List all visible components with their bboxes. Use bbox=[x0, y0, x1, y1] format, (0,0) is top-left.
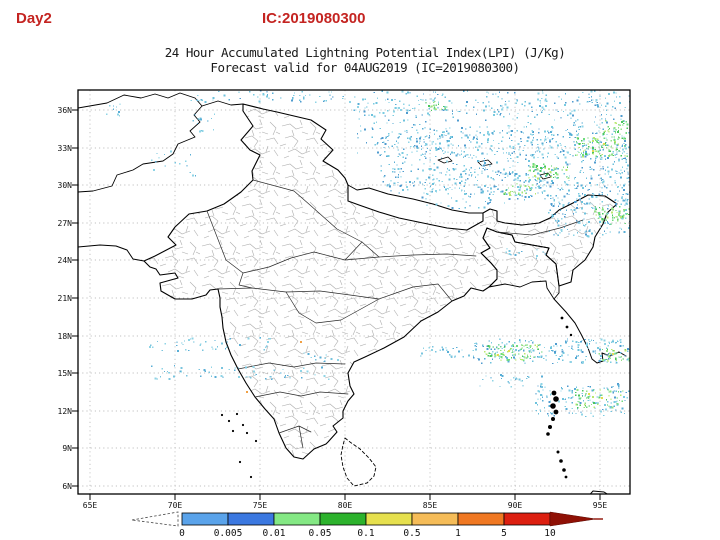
lon-label-70E: 70E bbox=[167, 501, 183, 510]
colorbar-value-0.01: 0.01 bbox=[262, 528, 286, 539]
colorbar-value-0: 0 bbox=[179, 528, 185, 539]
lon-label-75E: 75E bbox=[252, 501, 268, 510]
lon-label-90E: 90E bbox=[507, 501, 523, 510]
map-title-line2: Forecast valid for 04AUG2019 (IC=2019080… bbox=[210, 60, 520, 75]
colorbar-value-0.05: 0.05 bbox=[308, 528, 332, 539]
lat-label-6N: 6N bbox=[62, 482, 72, 491]
lat-label-12N: 12N bbox=[57, 407, 72, 416]
lat-label-21N: 21N bbox=[57, 294, 72, 303]
lon-label-80E: 80E bbox=[337, 501, 353, 510]
map-title: 24 Hour Accumulated Lightning Potential … bbox=[5, 45, 720, 75]
lat-label-33N: 33N bbox=[57, 144, 72, 153]
colorbar-value-0.5: 0.5 bbox=[403, 528, 421, 539]
colorbar bbox=[131, 511, 603, 527]
lat-label-15N: 15N bbox=[57, 369, 72, 378]
colorbar-value-5: 5 bbox=[501, 528, 507, 539]
afghanistan-border bbox=[78, 92, 244, 109]
colorbar-value-10: 10 bbox=[544, 528, 556, 539]
lon-label-85E: 85E bbox=[422, 501, 438, 510]
sumatra-tip bbox=[589, 490, 609, 494]
lat-label-30N: 30N bbox=[57, 181, 72, 190]
day-label: Day2 bbox=[16, 10, 52, 27]
lat-label-36N: 36N bbox=[57, 106, 72, 115]
state-borders bbox=[206, 179, 584, 449]
ic-run-label: IC:2019080300 bbox=[262, 10, 366, 27]
lat-label-27N: 27N bbox=[57, 219, 72, 228]
coastlines-and-borders bbox=[78, 92, 627, 494]
lpi-speckle-field bbox=[106, 90, 630, 418]
colorbar-value-0.1: 0.1 bbox=[357, 528, 375, 539]
colorbar-value-1: 1 bbox=[455, 528, 461, 539]
lat-label-18N: 18N bbox=[57, 332, 72, 341]
myanmar-coast bbox=[553, 298, 627, 364]
colorbar-value-0.005: 0.005 bbox=[213, 528, 243, 539]
island-dots bbox=[220, 316, 573, 479]
pakistan-coast bbox=[78, 244, 145, 262]
map-frame bbox=[77, 89, 631, 495]
lat-label-9N: 9N bbox=[62, 444, 72, 453]
lon-label-95E: 95E bbox=[592, 501, 608, 510]
sri-lanka-outline bbox=[340, 437, 377, 487]
nepal-border bbox=[347, 184, 484, 214]
bangladesh-outline bbox=[480, 227, 560, 300]
axis-ticks bbox=[72, 109, 601, 500]
lon-label-65E: 65E bbox=[82, 501, 98, 510]
lat-label-24N: 24N bbox=[57, 256, 72, 265]
map-title-line1: 24 Hour Accumulated Lightning Potential … bbox=[164, 45, 566, 60]
pak-afghan-border bbox=[78, 105, 203, 193]
